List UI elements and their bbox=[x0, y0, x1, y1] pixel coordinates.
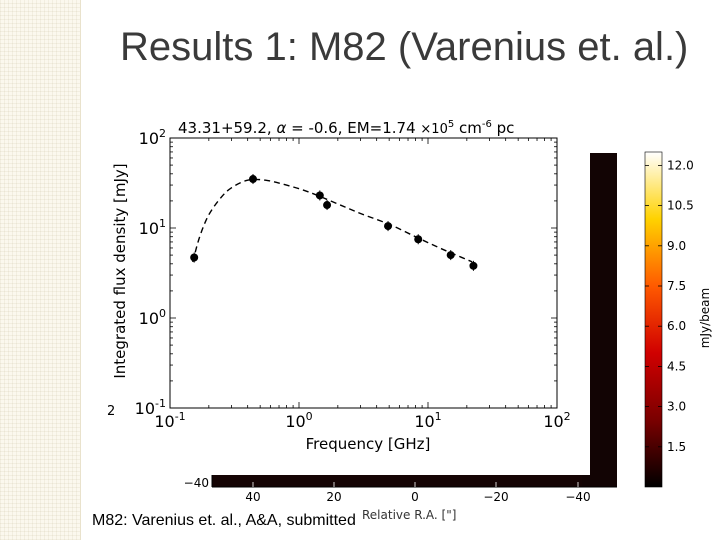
x-tick-label: 100 bbox=[285, 410, 312, 431]
sed-y-tick-labels: 10-1 100 101 102 bbox=[135, 127, 166, 418]
title-alpha-rest: = -0.6, EM=1.74 bbox=[286, 119, 420, 137]
x-axis-label: Frequency [GHz] bbox=[306, 435, 431, 453]
sed-plot-frame bbox=[169, 137, 558, 409]
heatmap-x-tick-label: −40 bbox=[565, 490, 590, 504]
sed-plot: 10-1 100 101 102 10-1 100 101 102 43.31+59.2, … bbox=[111, 119, 590, 475]
title-times: ×10 bbox=[420, 122, 447, 137]
x-tick-label: 102 bbox=[543, 410, 570, 431]
colorbar-tick-label: 12.0 bbox=[667, 158, 694, 172]
sed-plot-background bbox=[120, 120, 590, 475]
title-unit-exponent: -6 bbox=[482, 119, 492, 130]
chart-title: 43.31+59.2, α = -0.6, EM=1.74 ×105 cm-6 … bbox=[178, 119, 514, 137]
title-unit: cm bbox=[454, 119, 482, 137]
y-tick-label: 10-1 bbox=[135, 397, 166, 418]
data-point bbox=[384, 222, 393, 231]
heatmap-y-tick-label: −40 bbox=[184, 476, 209, 490]
colorbar-bar bbox=[644, 151, 663, 488]
data-point bbox=[469, 261, 478, 270]
data-points bbox=[190, 174, 478, 271]
y-tick-label: 101 bbox=[139, 217, 166, 238]
slide-left-texture bbox=[0, 0, 80, 540]
data-point bbox=[315, 191, 324, 200]
colorbar-label: mJy/beam bbox=[698, 288, 712, 348]
slide-caption: M82: Varenius et. al., A&A, submitted bbox=[92, 512, 356, 529]
slide-divider bbox=[80, 0, 81, 540]
colorbar-tick-label: 7.5 bbox=[667, 279, 686, 293]
title-prefix: 43.31+59.2, bbox=[178, 119, 276, 137]
x-tick-label: 101 bbox=[414, 410, 441, 431]
data-point bbox=[249, 175, 258, 184]
heatmap-x-tick-label: −20 bbox=[483, 490, 508, 504]
colorbar: 12.0 10.5 9.0 7.5 6.0 4.5 3.0 1.5 mJy/beam bbox=[644, 151, 712, 488]
colorbar-tick-label: 6.0 bbox=[667, 319, 686, 333]
y-axis-label: Integrated flux density [mJy] bbox=[111, 163, 129, 378]
title-tail: pc bbox=[492, 119, 515, 137]
heatmap-y-ticks: −40 bbox=[184, 476, 209, 490]
data-point bbox=[190, 253, 199, 262]
colorbar-tick-label: 9.0 bbox=[667, 239, 686, 253]
data-point bbox=[414, 235, 423, 244]
slide-title: Results 1: M82 (Varenius et. al.) bbox=[120, 25, 689, 69]
y-tick-label: 102 bbox=[139, 127, 166, 148]
heatmap-x-tick-label: 20 bbox=[326, 490, 341, 504]
heatmap-x-tick-label: 40 bbox=[245, 490, 260, 504]
colorbar-tick-label: 4.5 bbox=[667, 359, 686, 373]
title-alpha-symbol: α bbox=[276, 119, 286, 137]
colorbar-tick-label: 10.5 bbox=[667, 199, 694, 213]
title-exponent: 5 bbox=[448, 119, 454, 130]
sed-x-tick-labels: 10-1 100 101 102 bbox=[154, 410, 570, 431]
sed-minor-ticks bbox=[169, 137, 558, 409]
colorbar-tick-label: 3.0 bbox=[667, 400, 686, 414]
y-tick-label: 100 bbox=[139, 307, 166, 328]
data-point bbox=[446, 251, 455, 260]
x-tick-label: 10-1 bbox=[154, 410, 185, 431]
colorbar-tick-label: 1.5 bbox=[667, 440, 686, 454]
model-fit-curve bbox=[192, 178, 473, 263]
heatmap-x-ticks: 40 20 0 −20 −40 bbox=[245, 482, 591, 504]
colorbar-ticks: 12.0 10.5 9.0 7.5 6.0 4.5 3.0 1.5 bbox=[645, 158, 694, 454]
heatmap-x-tick-label: 0 bbox=[411, 490, 419, 504]
heatmap-x-axis-label: Relative R.A. ["] bbox=[362, 508, 456, 522]
data-point bbox=[323, 201, 332, 210]
heatmap-partial-tick-label: 2 bbox=[107, 404, 115, 419]
